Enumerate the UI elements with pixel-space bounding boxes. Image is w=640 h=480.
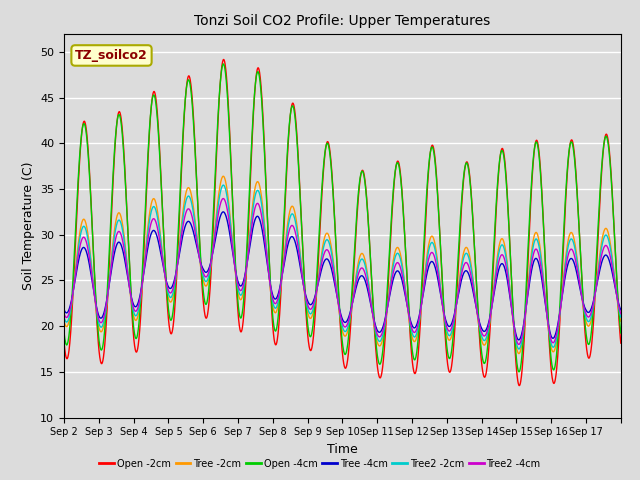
Tree2 -4cm — [617, 311, 625, 317]
Open -2cm — [236, 327, 244, 333]
Tree2 -4cm — [60, 310, 68, 316]
Open -2cm — [60, 339, 68, 345]
Tree -2cm — [510, 329, 518, 335]
Open -4cm — [510, 326, 518, 332]
Tree -4cm — [376, 329, 384, 335]
Legend: Open -2cm, Tree -2cm, Open -4cm, Tree -4cm, Tree2 -2cm, Tree2 -4cm: Open -2cm, Tree -2cm, Open -4cm, Tree -4… — [95, 455, 545, 473]
Open -2cm — [609, 210, 617, 216]
Open -4cm — [116, 112, 124, 118]
Tree -2cm — [376, 343, 384, 348]
Tree2 -2cm — [376, 338, 384, 344]
Open -2cm — [515, 383, 523, 388]
Tree2 -2cm — [510, 326, 518, 332]
Line: Tree -4cm: Tree -4cm — [64, 212, 621, 340]
Tree2 -4cm — [542, 303, 550, 309]
Tree2 -4cm — [236, 288, 244, 293]
Tree2 -4cm — [609, 271, 617, 276]
Open -4cm — [60, 329, 68, 335]
Line: Open -2cm: Open -2cm — [64, 60, 621, 385]
Tree2 -2cm — [609, 265, 617, 271]
Tree2 -4cm — [220, 196, 227, 202]
Open -4cm — [220, 61, 227, 67]
Open -4cm — [542, 271, 550, 277]
Open -2cm — [510, 332, 518, 337]
Tree -2cm — [236, 297, 244, 302]
Tree2 -4cm — [515, 342, 523, 348]
Tree -2cm — [220, 173, 227, 179]
Tree2 -4cm — [116, 229, 124, 235]
Tree2 -4cm — [376, 334, 384, 339]
Open -4cm — [376, 361, 384, 367]
Open -4cm — [515, 369, 523, 375]
Tree2 -2cm — [60, 314, 68, 320]
Tree -4cm — [220, 209, 227, 215]
Tree2 -2cm — [116, 217, 124, 223]
Open -4cm — [236, 314, 244, 320]
Text: TZ_soilco2: TZ_soilco2 — [75, 49, 148, 62]
Tree -4cm — [515, 337, 523, 343]
Tree -2cm — [609, 264, 617, 269]
Line: Tree2 -4cm: Tree2 -4cm — [64, 199, 621, 345]
Tree -4cm — [60, 307, 68, 312]
Tree2 -2cm — [515, 346, 523, 352]
Tree -2cm — [60, 318, 68, 324]
Tree -2cm — [116, 210, 124, 216]
X-axis label: Time: Time — [327, 443, 358, 456]
Tree -4cm — [617, 307, 625, 313]
Open -2cm — [542, 272, 550, 278]
Tree -2cm — [542, 301, 550, 307]
Line: Open -4cm: Open -4cm — [64, 64, 621, 372]
Tree -4cm — [510, 323, 518, 328]
Tree2 -2cm — [236, 292, 244, 298]
Tree -2cm — [617, 319, 625, 324]
Tree -4cm — [236, 283, 244, 288]
Tree -4cm — [609, 275, 617, 281]
Tree2 -2cm — [220, 182, 227, 188]
Open -2cm — [376, 375, 384, 381]
Tree -2cm — [515, 351, 523, 357]
Line: Tree -2cm: Tree -2cm — [64, 176, 621, 354]
Tree2 -2cm — [542, 301, 550, 307]
Open -4cm — [617, 330, 625, 336]
Tree -4cm — [116, 240, 124, 245]
Tree2 -4cm — [510, 324, 518, 330]
Tree2 -2cm — [617, 314, 625, 320]
Line: Tree2 -2cm: Tree2 -2cm — [64, 185, 621, 349]
Open -2cm — [220, 57, 227, 62]
Title: Tonzi Soil CO2 Profile: Upper Temperatures: Tonzi Soil CO2 Profile: Upper Temperatur… — [195, 14, 490, 28]
Open -2cm — [116, 109, 124, 115]
Open -2cm — [617, 340, 625, 346]
Open -4cm — [609, 211, 617, 217]
Tree -4cm — [542, 305, 550, 311]
Y-axis label: Soil Temperature (C): Soil Temperature (C) — [22, 161, 35, 290]
